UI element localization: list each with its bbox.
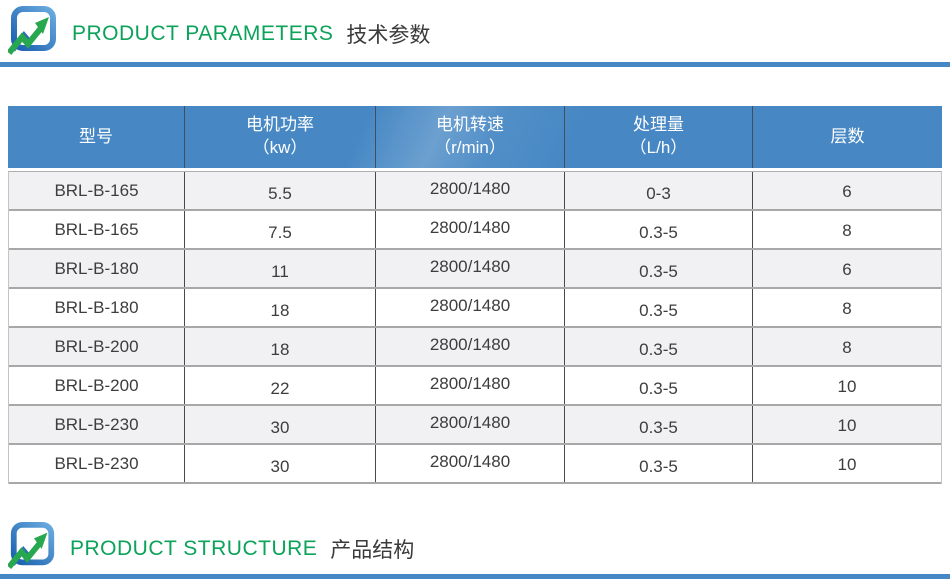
cell-speed: 2800/1480 (376, 172, 565, 209)
column-header-label: 电机功率 (246, 115, 314, 135)
cell-model: BRL-B-200 (9, 367, 185, 404)
cell-capacity: 0.3-5 (565, 328, 753, 365)
column-header-motor-power: 电机功率 （kw） (185, 106, 376, 168)
cell-layers: 10 (837, 376, 857, 396)
cell-speed: 2800/1480 (376, 289, 565, 326)
cell-layers: 10 (837, 454, 857, 474)
table-row: BRL-B-200 22 2800/1480 0.3-5 10 (9, 367, 941, 406)
column-header-unit: （L/h） (629, 138, 688, 157)
brand-logo-icon (6, 521, 58, 577)
cell-speed: 2800/1480 (376, 250, 565, 287)
table-header-row: 型号 电机功率 （kw） 电机转速 （r/min） 处理量 （L/h） 层数 (8, 106, 942, 168)
cell-power: 30 (185, 406, 376, 443)
column-header-capacity: 处理量 （L/h） (565, 106, 753, 168)
cell-layers: 6 (842, 259, 852, 279)
column-header-label: 型号 (79, 126, 113, 146)
cell-power: 30 (185, 445, 376, 482)
column-header-label: 电机转速 (436, 115, 504, 135)
section-title-en: PRODUCT STRUCTURE (70, 537, 318, 560)
table-row: BRL-B-165 5.5 2800/1480 0-3 6 (9, 172, 941, 211)
cell-power: 5.5 (185, 172, 376, 209)
cell-power: 22 (185, 367, 376, 404)
table-row: BRL-B-165 7.5 2800/1480 0.3-5 8 (9, 211, 941, 250)
cell-power: 18 (185, 328, 376, 365)
cell-model: BRL-B-200 (9, 328, 185, 365)
column-header-motor-speed: 电机转速 （r/min） (376, 106, 565, 168)
section-header-structure: PRODUCT STRUCTURE 产品结构 (0, 521, 950, 577)
header-body-gap (8, 168, 942, 171)
cell-speed: 2800/1480 (376, 328, 565, 365)
cell-layers: 8 (842, 298, 852, 318)
column-header-label: 处理量 (633, 115, 684, 135)
cell-model: BRL-B-165 (9, 172, 185, 209)
cell-model: BRL-B-230 (9, 445, 185, 482)
cell-capacity: 0.3-5 (565, 406, 753, 443)
section-title-zh: 产品结构 (330, 539, 415, 562)
cell-capacity: 0.3-5 (565, 250, 753, 287)
cell-model: BRL-B-180 (9, 250, 185, 287)
cell-layers: 6 (842, 181, 852, 201)
section-title-zh: 技术参数 (346, 24, 431, 47)
cell-speed: 2800/1480 (376, 211, 565, 248)
column-header-layers: 层数 (753, 106, 942, 168)
cell-speed: 2800/1480 (376, 367, 565, 404)
blue-divider-bottom (0, 574, 950, 579)
table-row: BRL-B-180 18 2800/1480 0.3-5 8 (9, 289, 941, 328)
cell-capacity: 0.3-5 (565, 289, 753, 326)
cell-model: BRL-B-180 (9, 289, 185, 326)
cell-capacity: 0.3-5 (565, 445, 753, 482)
table-row: BRL-B-200 18 2800/1480 0.3-5 8 (9, 328, 941, 367)
cell-capacity: 0.3-5 (565, 211, 753, 248)
section-title-en: PRODUCT PARAMETERS (72, 22, 334, 45)
cell-speed: 2800/1480 (376, 445, 565, 482)
cell-model: BRL-B-230 (9, 406, 185, 443)
cell-model: BRL-B-165 (9, 211, 185, 248)
column-header-unit: （r/min） (434, 138, 506, 157)
cell-layers: 8 (842, 337, 852, 357)
cell-speed: 2800/1480 (376, 406, 565, 443)
table-row: BRL-B-230 30 2800/1480 0.3-5 10 (9, 406, 941, 445)
brand-logo-icon (6, 5, 60, 63)
cell-capacity: 0.3-5 (565, 367, 753, 404)
cell-layers: 10 (837, 415, 857, 435)
cell-power: 11 (185, 250, 376, 287)
table-body: BRL-B-165 5.5 2800/1480 0-3 6 BRL-B-165 … (8, 171, 942, 484)
table-row: BRL-B-180 11 2800/1480 0.3-5 6 (9, 250, 941, 289)
cell-layers: 8 (842, 220, 852, 240)
section-header-parameters: PRODUCT PARAMETERS 技术参数 (0, 5, 950, 63)
column-header-unit: （kw） (252, 138, 308, 157)
column-header-label: 层数 (830, 126, 865, 146)
column-header-model: 型号 (8, 106, 185, 168)
table-row: BRL-B-230 30 2800/1480 0.3-5 10 (9, 445, 941, 484)
cell-power: 18 (185, 289, 376, 326)
cell-capacity: 0-3 (565, 172, 753, 209)
cell-power: 7.5 (185, 211, 376, 248)
blue-divider-top (0, 62, 950, 67)
parameter-table: 型号 电机功率 （kw） 电机转速 （r/min） 处理量 （L/h） 层数 B… (8, 106, 942, 484)
